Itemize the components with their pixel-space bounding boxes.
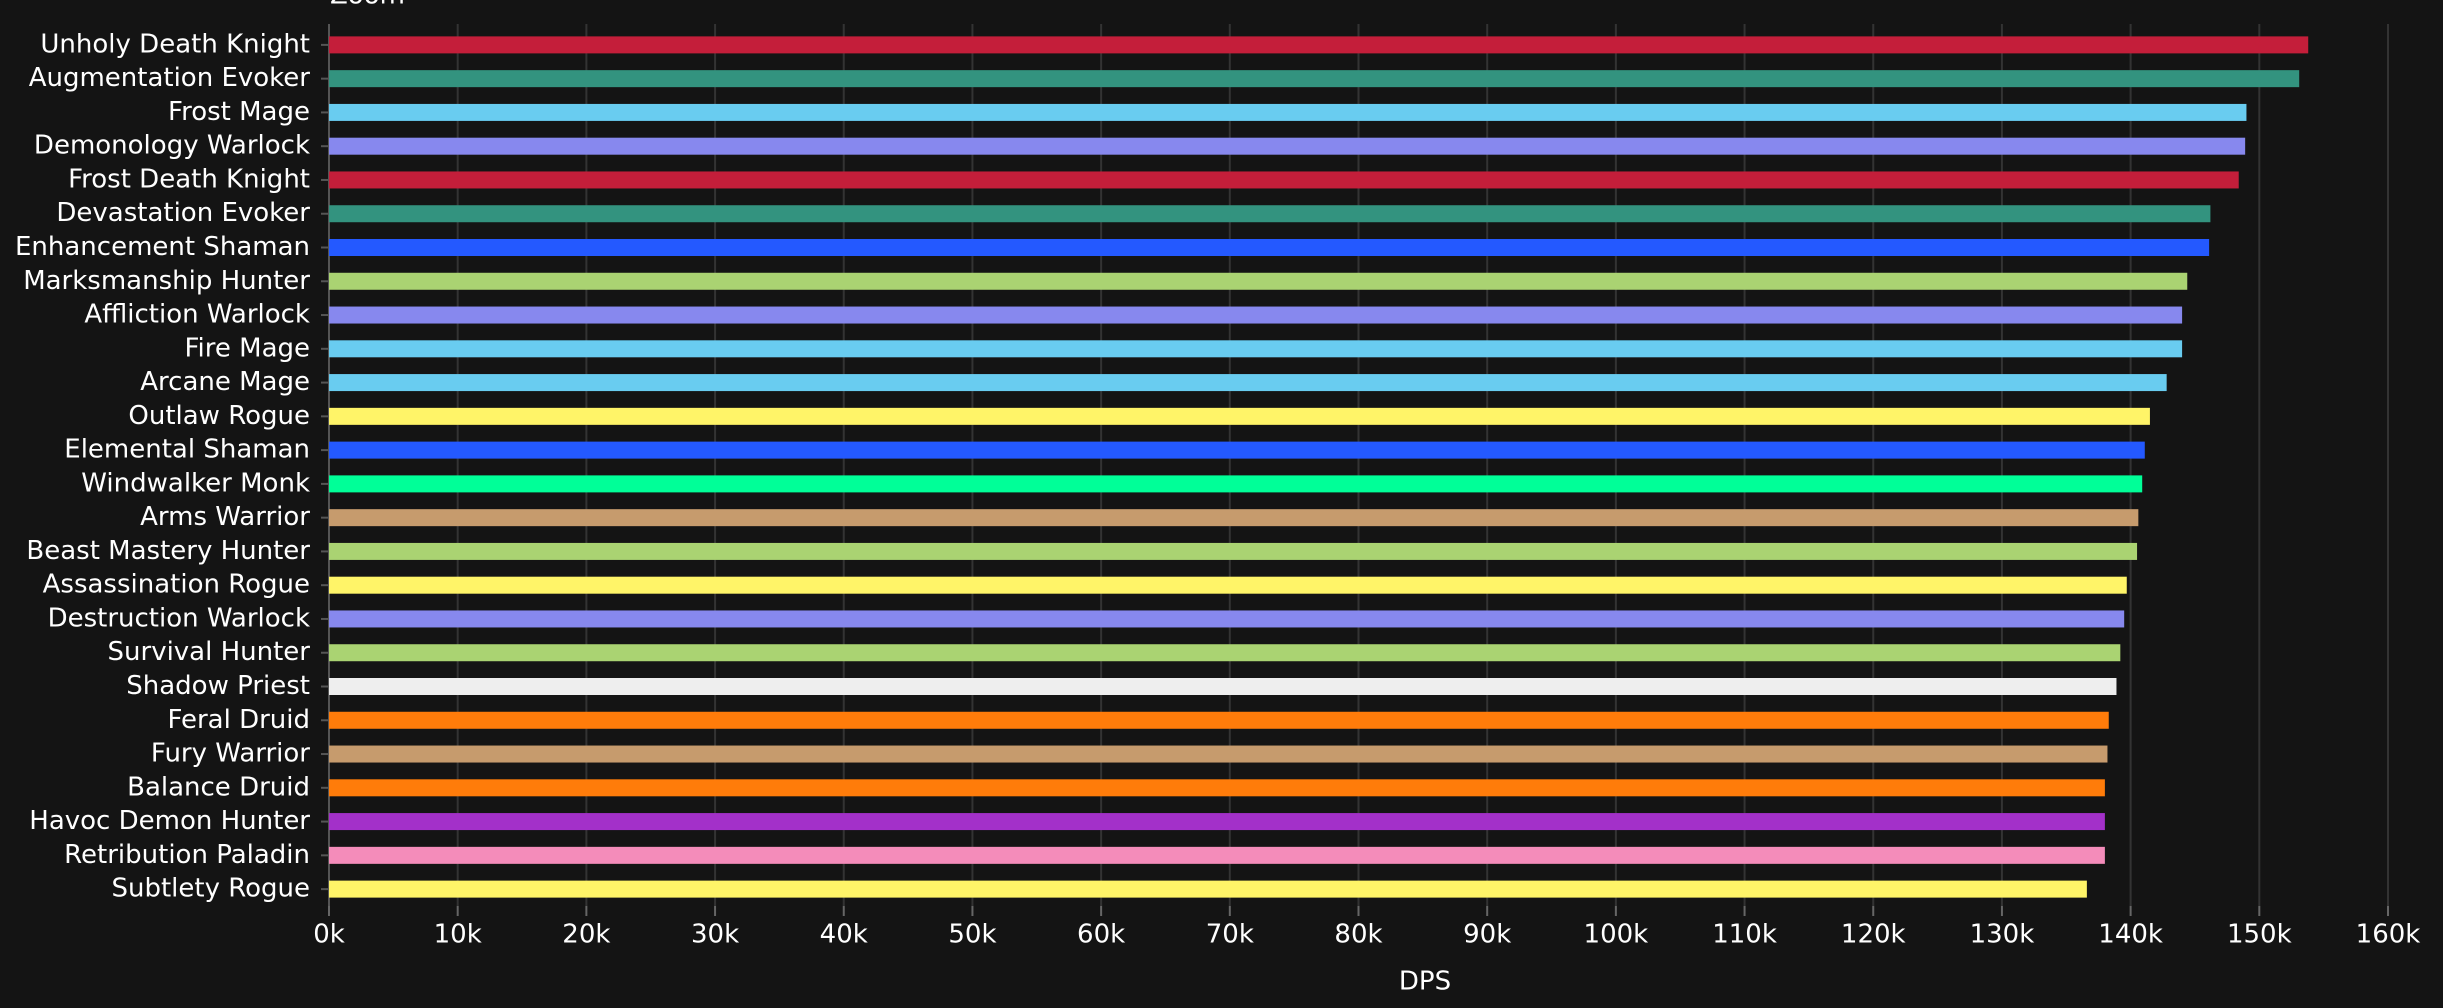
y-tick-label: Shadow Priest [126, 671, 310, 701]
bar [329, 509, 2139, 527]
bar [329, 711, 2109, 729]
bar [329, 137, 2246, 155]
bar [329, 542, 2138, 560]
y-tick-label: Retribution Paladin [64, 840, 310, 870]
bar [329, 103, 2247, 121]
y-tick-label: Beast Mastery Hunter [26, 536, 310, 566]
x-tick-label: 50k [948, 920, 996, 950]
y-tick-label: Elemental Shaman [64, 435, 310, 465]
y-tick-label: Outlaw Rogue [128, 401, 310, 431]
y-tick-label: Devastation Evoker [56, 198, 310, 228]
bar [329, 745, 2108, 763]
x-tick-label: 140k [2098, 920, 2163, 950]
y-tick-label: Unholy Death Knight [40, 29, 310, 59]
x-tick-label: 70k [1206, 920, 1254, 950]
y-tick-label: Frost Death Knight [68, 164, 310, 194]
y-tick-label: Arcane Mage [140, 367, 310, 397]
bar [329, 779, 2105, 797]
bar [329, 340, 2183, 358]
bar [329, 813, 2105, 831]
bar [329, 239, 2210, 256]
bar [329, 205, 2211, 223]
bar [329, 306, 2183, 324]
x-tick-label: 40k [820, 920, 868, 950]
x-axis-title: DPS [1399, 967, 1451, 997]
y-tick-label: Enhancement Shaman [15, 232, 310, 262]
x-tick-label: 130k [1970, 920, 2035, 950]
x-tick-label: 0k [313, 920, 345, 950]
bar [329, 576, 2127, 594]
y-tick-label: Arms Warrior [140, 502, 310, 532]
x-tick-label: 60k [1077, 920, 1125, 950]
y-tick-label: Survival Hunter [108, 637, 311, 667]
bar [329, 610, 2125, 628]
bar [329, 36, 2309, 54]
y-tick-label: Feral Druid [167, 705, 310, 735]
x-tick-label: 110k [1712, 920, 1777, 950]
x-tick-label: 80k [1334, 920, 1382, 950]
y-tick-label: Demonology Warlock [34, 131, 310, 161]
y-tick-label: Windwalker Monk [81, 468, 310, 498]
y-tick-label: Augmentation Evoker [29, 63, 311, 93]
x-tick-label: 100k [1584, 920, 1649, 950]
x-tick-label: 30k [691, 920, 739, 950]
bar [329, 441, 2145, 459]
x-tick-label: 150k [2227, 920, 2292, 950]
y-tick-label: Affliction Warlock [84, 300, 310, 330]
y-tick-label: Assassination Rogue [43, 570, 310, 600]
y-tick-label: Destruction Warlock [48, 603, 310, 633]
x-tick-label: 20k [562, 920, 610, 950]
y-tick-label: Balance Druid [127, 772, 310, 802]
y-tick-label: Fury Warrior [151, 739, 310, 769]
bar [329, 374, 2167, 392]
y-tick-label: Marksmanship Hunter [23, 266, 310, 296]
bar [329, 880, 2087, 898]
zoom-label: Zoom [330, 0, 405, 11]
x-tick-label: 160k [2356, 920, 2421, 950]
bar [329, 70, 2300, 88]
x-tick-label: 90k [1463, 920, 1511, 950]
bar [329, 846, 2105, 864]
bar [329, 272, 2188, 290]
x-tick-label: 10k [434, 920, 482, 950]
bar [329, 644, 2121, 662]
bar [329, 475, 2143, 493]
bar [329, 678, 2117, 695]
bar [329, 407, 2150, 425]
y-tick-label: Subtlety Rogue [111, 874, 310, 904]
y-tick-label: Havoc Demon Hunter [29, 806, 310, 836]
y-tick-label: Fire Mage [184, 333, 310, 363]
bar [329, 171, 2239, 189]
y-tick-label: Frost Mage [168, 97, 310, 127]
x-tick-label: 120k [1841, 920, 1906, 950]
